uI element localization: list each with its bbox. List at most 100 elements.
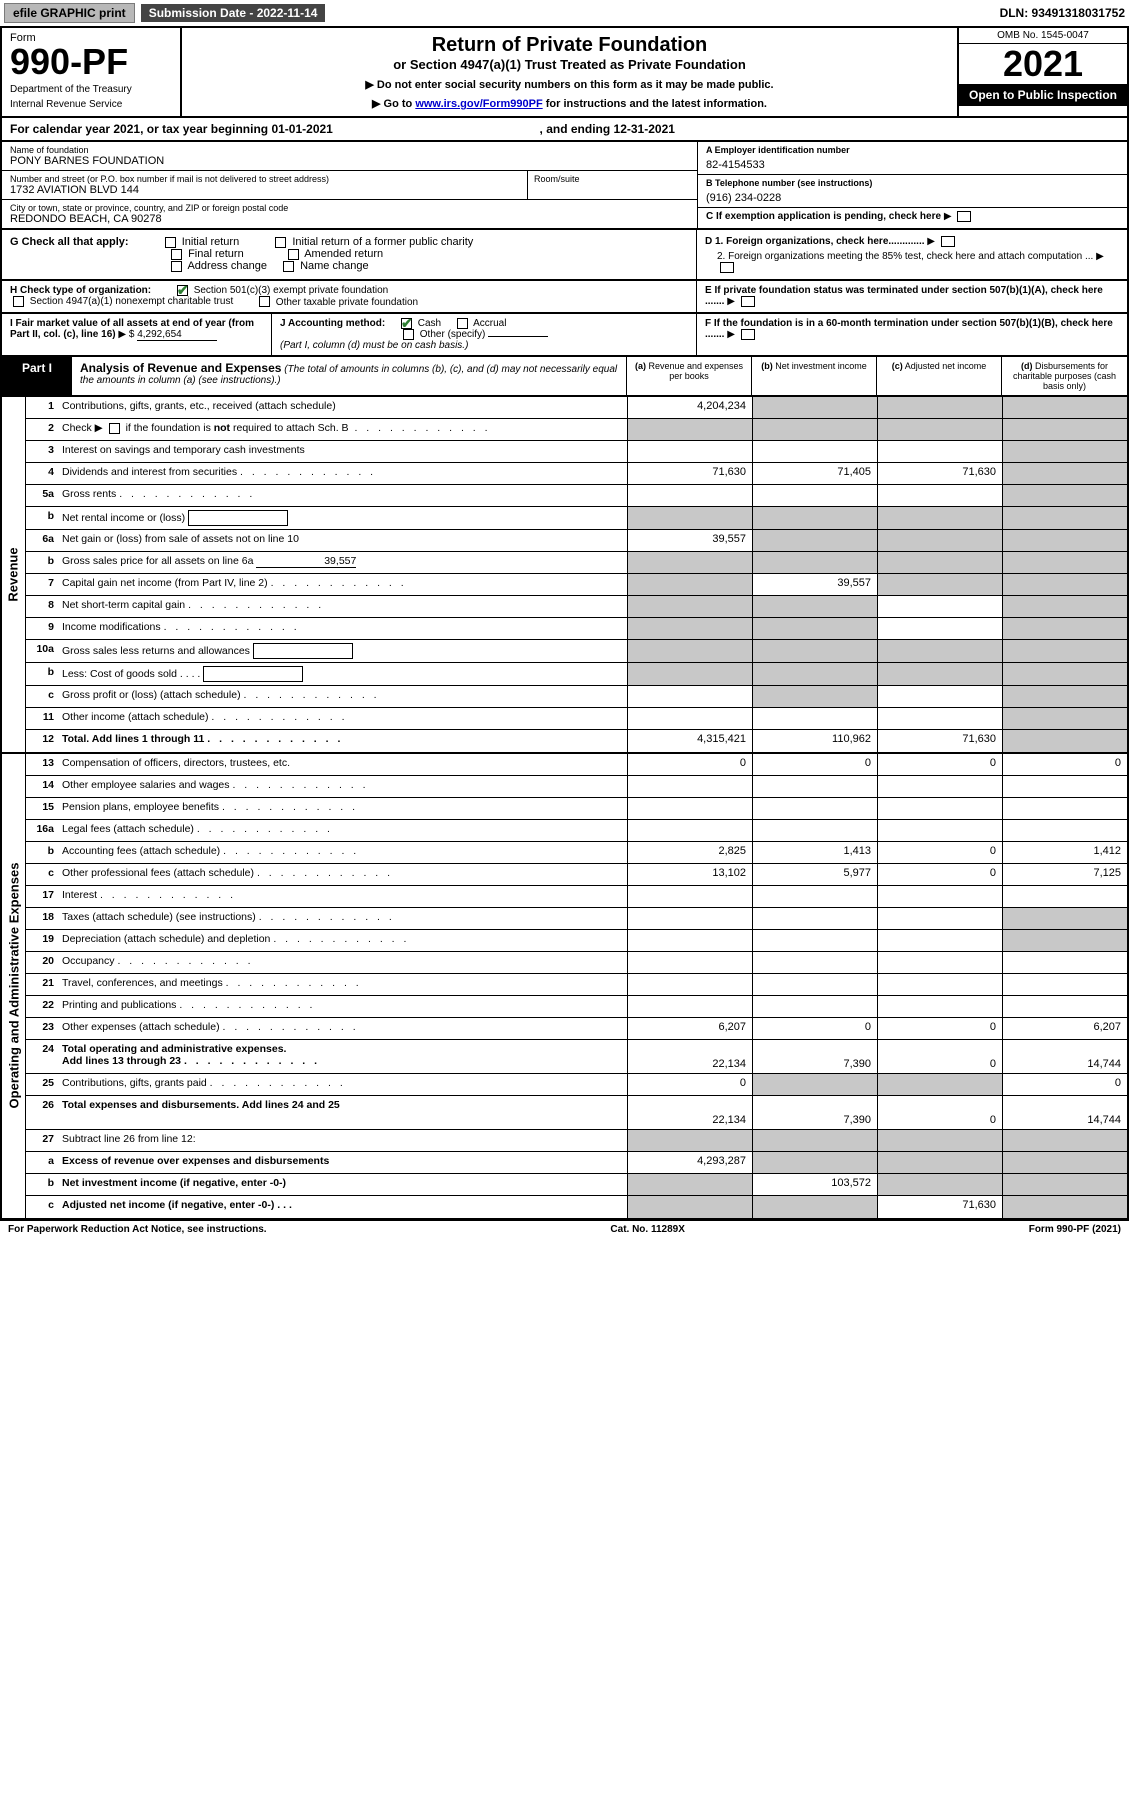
r27aa: 4,293,287 [627,1152,752,1173]
r16bb: 1,413 [752,842,877,863]
arrow-icon [727,329,735,340]
other-taxable-checkbox[interactable] [259,296,270,307]
cash-checkbox[interactable] [401,318,412,329]
i-label: I Fair market value of all assets at end… [10,318,254,340]
line-4: Dividends and interest from securities [58,463,627,484]
part1-header: Part I Analysis of Revenue and Expenses … [0,357,1129,397]
e-section: E If private foundation status was termi… [697,281,1127,311]
other-method-checkbox[interactable] [403,329,414,340]
cat-no: Cat. No. 11289X [610,1224,684,1235]
name-change-checkbox[interactable] [283,261,294,272]
l6b-val: 39,557 [256,555,356,568]
form-footer-label: Form 990-PF (2021) [1029,1224,1121,1235]
amended-checkbox[interactable] [288,249,299,260]
l10c-text: Gross profit or (loss) (attach schedule) [62,689,241,701]
arrow-icon [118,329,126,340]
l21-text: Travel, conferences, and meetings [62,977,223,989]
col-c-head: (c) Adjusted net income [877,357,1002,395]
tax-year: 2021 [959,44,1127,84]
col-b-head: (b) Net investment income [752,357,877,395]
r1a: 4,204,234 [627,397,752,418]
e-checkbox[interactable] [741,296,755,307]
r27bb: 103,572 [752,1174,877,1195]
line-27b: Net investment income (if negative, ente… [58,1174,627,1195]
r16cc: 0 [877,864,1002,885]
top-bar: efile GRAPHIC print Submission Date - 20… [0,0,1129,28]
line-6b: Gross sales price for all assets on line… [58,552,627,573]
irs-link[interactable]: www.irs.gov/Form990PF [415,98,542,110]
l4-text: Dividends and interest from securities [62,466,237,478]
revenue-table: Revenue 1Contributions, gifts, grants, e… [0,397,1129,754]
r23d: 6,207 [1002,1018,1127,1039]
goto-post: for instructions and the latest informat… [543,98,767,110]
l10a-box[interactable] [253,643,353,659]
dept-treasury: Department of the Treasury [10,84,172,95]
line-16b: Accounting fees (attach schedule) [58,842,627,863]
d-section: D 1. Foreign organizations, check here..… [697,230,1127,279]
line-27: Subtract line 26 from line 12: [58,1130,627,1151]
calendar-year-row: For calendar year 2021, or tax year begi… [0,118,1129,142]
efile-print-button[interactable]: efile GRAPHIC print [4,3,135,23]
l6b-text: Gross sales price for all assets on line… [62,555,253,567]
phone-value: (916) 234-0228 [706,192,1119,204]
l23-text: Other expenses (attach schedule) [62,1021,220,1033]
line-17: Interest [58,886,627,907]
r24b: 7,390 [752,1040,877,1073]
col-a-head: (a) (a) Revenue and expenses per booksRe… [627,357,752,395]
l7-text: Capital gain net income (from Part IV, l… [62,577,268,589]
foundation-name: PONY BARNES FOUNDATION [10,155,522,167]
l10b-box[interactable] [203,666,303,682]
cal-begin: 01-01-2021 [271,122,332,136]
r23b: 0 [752,1018,877,1039]
c-checkbox[interactable] [957,211,971,222]
other-taxable-label: Other taxable private foundation [276,297,418,308]
line-5b: Net rental income or (loss) [58,507,627,529]
r4a: 71,630 [627,463,752,484]
l14-text: Other employee salaries and wages [62,779,230,791]
line-23: Other expenses (attach schedule) [58,1018,627,1039]
4947-checkbox[interactable] [13,296,24,307]
line-13: Compensation of officers, directors, tru… [58,754,627,775]
d1-checkbox[interactable] [941,236,955,247]
year-block: OMB No. 1545-0047 2021 Open to Public In… [957,28,1127,116]
col-d-head: (d) Disbursements for charitable purpose… [1002,357,1127,395]
g-d-row: G Check all that apply: Initial return I… [0,230,1129,281]
fmv-value: 4,292,654 [137,329,217,341]
l5a-text: Gross rents [62,488,116,500]
l5b-text: Net rental income or (loss) [62,512,185,524]
f-checkbox[interactable] [741,329,755,340]
r23c: 0 [877,1018,1002,1039]
r16ca: 13,102 [627,864,752,885]
501c3-checkbox[interactable] [177,285,188,296]
addr-label: Number and street (or P.O. box number if… [10,174,522,184]
line-21: Travel, conferences, and meetings [58,974,627,995]
r12c: 71,630 [877,730,1002,752]
form-id-block: Form 990-PF Department of the Treasury I… [2,28,182,116]
final-return-checkbox[interactable] [171,249,182,260]
r6a: 39,557 [627,530,752,551]
line-25: Contributions, gifts, grants paid [58,1074,627,1095]
j-label: J Accounting method: [280,318,385,329]
r4b: 71,405 [752,463,877,484]
501c3-label: Section 501(c)(3) exempt private foundat… [194,285,389,296]
submission-date-label: Submission Date - 2022-11-14 [141,4,326,22]
initial-return-checkbox[interactable] [165,237,176,248]
accrual-checkbox[interactable] [457,318,468,329]
r24c: 0 [877,1040,1002,1073]
city-state-zip: REDONDO BEACH, CA 90278 [10,213,689,225]
name-change-label: Name change [300,260,369,272]
schb-checkbox[interactable] [109,423,120,434]
addr-change-checkbox[interactable] [171,261,182,272]
d2-checkbox[interactable] [720,262,734,273]
l16a-text: Legal fees (attach schedule) [62,823,194,835]
f-label: F If the foundation is in a 60-month ter… [705,318,1113,340]
l25-text: Contributions, gifts, grants paid [62,1077,207,1089]
initial-former-checkbox[interactable] [275,237,286,248]
r7b: 39,557 [752,574,877,595]
line-26: Total expenses and disbursements. Add li… [58,1096,627,1129]
l5b-box[interactable] [188,510,288,526]
initial-former-label: Initial return of a former public charit… [292,236,473,248]
name-label: Name of foundation [10,145,522,155]
r13d: 0 [1002,754,1127,775]
l20-text: Occupancy [62,955,115,967]
